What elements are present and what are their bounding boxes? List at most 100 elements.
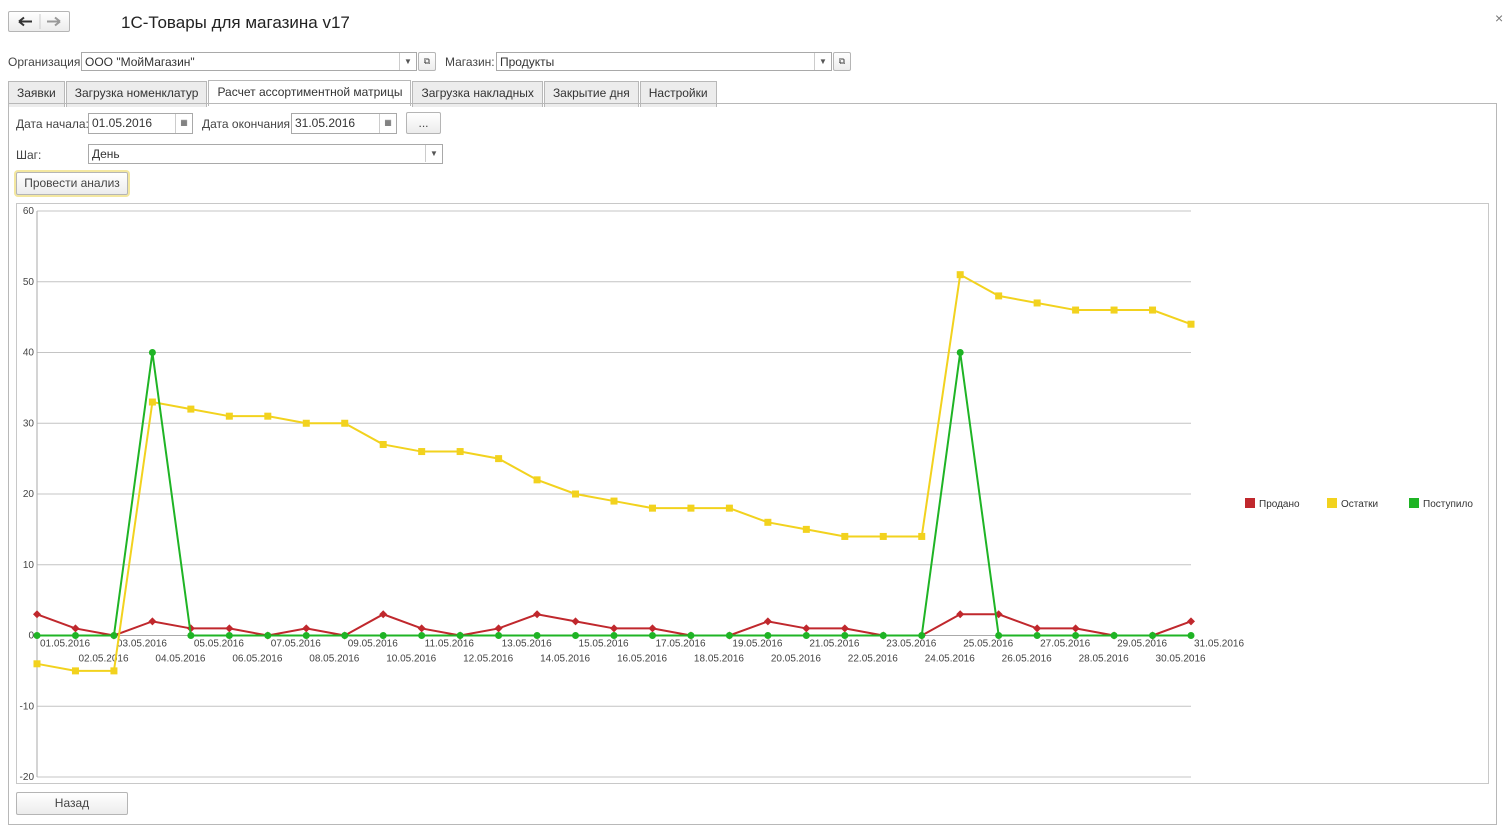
tab[interactable]: Закрытие дня [543,81,639,107]
marker [956,349,964,356]
legend-label: Остатки [1341,499,1378,510]
end-label: Дата окончания: [202,117,294,131]
legend-label: Продано [1259,499,1300,510]
open-button[interactable]: ⧉ [833,52,851,71]
marker [148,398,156,406]
x-tick-label: 21.05.2016 [809,639,859,650]
marker [995,292,1003,300]
marker [1071,624,1080,633]
tab[interactable]: Загрузка накладных [412,81,543,107]
start-value: 01.05.2016 [92,116,153,130]
nav-buttons[interactable] [8,11,70,32]
shop-field[interactable]: Продукты ▼ [496,52,832,71]
y-tick-label: 20 [23,489,35,500]
marker [994,610,1003,619]
close-button[interactable]: × [1495,10,1504,26]
calendar[interactable]: ▦ [379,114,396,133]
x-tick-label: 04.05.2016 [155,654,205,665]
start-field[interactable]: 01.05.2016 ▦ [88,113,193,134]
org-label: Организация: [8,55,84,69]
x-tick-label: 25.05.2016 [963,639,1013,650]
x-tick-label: 22.05.2016 [848,654,898,665]
x-tick-label: 13.05.2016 [502,639,552,650]
legend-label: Поступило [1423,499,1473,510]
marker [264,412,272,420]
tab[interactable]: Загрузка номенклатур [65,81,208,107]
x-tick-label: 07.05.2016 [271,639,321,650]
marker [1033,624,1042,633]
marker [802,632,810,639]
marker [648,632,656,639]
marker [225,632,233,639]
legend-swatch [1327,498,1337,508]
marker [302,632,310,639]
marker [841,632,849,639]
tab[interactable]: Заявки [8,81,65,107]
back-button[interactable]: Назад [16,792,128,815]
marker [71,632,79,639]
marker [918,632,926,639]
marker [1187,320,1195,328]
x-tick-label: 27.05.2016 [1040,639,1090,650]
marker [648,624,657,633]
x-tick-label: 19.05.2016 [732,639,782,650]
y-tick-label: 30 [23,418,35,429]
marker [418,632,426,639]
marker [610,632,618,639]
step-field[interactable]: День ▼ [88,144,443,164]
x-tick-label: 17.05.2016 [655,639,705,650]
start-label: Дата начала: [16,117,89,131]
tab[interactable]: Настройки [639,81,717,107]
marker [225,624,234,633]
x-tick-label: 03.05.2016 [117,639,167,650]
marker [418,448,426,456]
org-value: ООО "МойМагазин" [85,55,195,69]
marker [33,632,41,639]
nav-arrows [18,14,61,29]
marker [110,632,118,639]
marker [417,624,426,633]
marker [495,632,503,639]
period-button[interactable]: ... [406,112,441,134]
marker [1110,306,1118,314]
marker [764,632,772,639]
marker [148,349,156,356]
step-value: День [92,147,120,161]
marker [725,632,733,639]
marker [725,504,733,512]
x-tick-label: 02.05.2016 [78,654,128,665]
marker [956,271,964,279]
x-tick-label: 24.05.2016 [925,654,975,665]
dropdown[interactable]: ▼ [425,145,442,162]
marker [687,504,695,512]
marker [71,624,80,633]
marker [495,455,503,463]
org-field[interactable]: ООО "МойМагазин" ▼ [81,52,417,71]
x-tick-label: 14.05.2016 [540,654,590,665]
y-tick-label: -10 [20,701,35,712]
dropdown[interactable]: ▼ [814,53,831,70]
marker [110,667,118,675]
window-title: 1С-Товары для магазина v17 [121,13,350,32]
marker [341,419,349,427]
marker [879,632,887,639]
marker [956,610,965,619]
run-button[interactable]: Провести анализ [16,172,128,195]
marker [341,632,349,639]
x-tick-label: 20.05.2016 [771,654,821,665]
marker [687,632,695,639]
tab[interactable]: Расчет ассортиментной матрицы [208,80,412,106]
marker [379,440,387,448]
marker [802,624,811,633]
end-field[interactable]: 31.05.2016 ▦ [291,113,397,134]
marker [764,518,772,526]
marker [187,405,195,413]
open-button[interactable]: ⧉ [418,52,436,71]
marker [879,532,887,540]
marker [572,490,580,498]
marker [456,448,464,456]
dropdown[interactable]: ▼ [399,53,416,70]
marker [187,632,195,639]
calendar[interactable]: ▦ [175,114,192,133]
